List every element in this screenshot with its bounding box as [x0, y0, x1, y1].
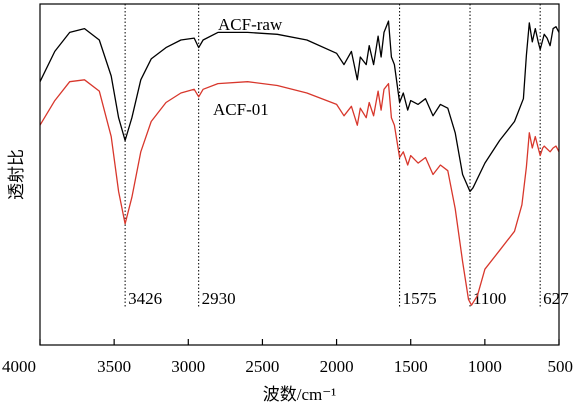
x-axis-tick-labels: 4000 3500 3000 2500 2000 1500 1000 500: [2, 357, 573, 376]
series-lines: [39, 20, 560, 306]
series-label-acf-01: ACF-01: [213, 100, 269, 119]
x-tick-label-4000: 4000: [2, 357, 36, 376]
peak-label-627: 627: [543, 289, 569, 308]
x-axis-ticks: [39, 339, 560, 345]
x-tick-label-3500: 3500: [97, 357, 131, 376]
x-tick-label-500: 500: [548, 357, 574, 376]
peak-label-3426: 3426: [128, 289, 162, 308]
x-tick-label-1500: 1500: [394, 357, 428, 376]
x-tick-label-3000: 3000: [171, 357, 205, 376]
y-axis-title-text: 透射比: [7, 149, 27, 200]
series-label-acf-raw: ACF-raw: [218, 15, 283, 34]
plot-frame: [39, 3, 560, 346]
peak-label-1575: 1575: [403, 289, 437, 308]
x-axis-title: 波数/cm⁻¹: [263, 385, 337, 404]
x-tick-label-2500: 2500: [245, 357, 279, 376]
x-tick-label-1000: 1000: [468, 357, 502, 376]
peak-markers: 3426 2930 1575 1100 627: [124, 4, 569, 308]
peak-label-2930: 2930: [202, 289, 236, 308]
series-labels: ACF-raw ACF-01: [213, 15, 283, 119]
peak-label-1100: 1100: [473, 289, 506, 308]
series-line-acf-raw: [39, 20, 560, 193]
x-tick-label-2000: 2000: [320, 357, 354, 376]
y-axis-title: 透射比: [7, 149, 27, 200]
series-line-acf-01: [39, 79, 560, 306]
